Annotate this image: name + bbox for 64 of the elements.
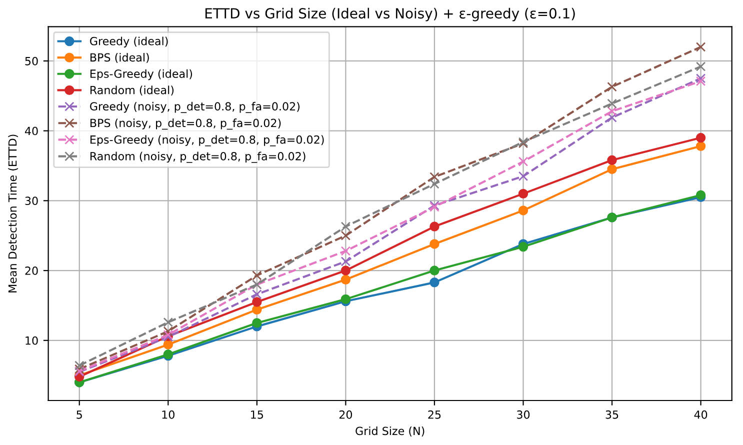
y-tick-label: 10 bbox=[26, 336, 38, 345]
chart-title: ETTD vs Grid Size (Ideal vs Noisy) + ε-greedy (ε=0.1) bbox=[205, 8, 575, 22]
point bbox=[518, 206, 528, 216]
x-tick-label: 15 bbox=[251, 410, 264, 419]
point bbox=[607, 112, 617, 122]
legend-label: Random (ideal) bbox=[90, 86, 174, 96]
point bbox=[74, 360, 84, 370]
point bbox=[430, 278, 440, 288]
y-tick-label: 40 bbox=[24, 126, 38, 136]
point bbox=[696, 190, 706, 200]
point bbox=[163, 340, 173, 350]
point bbox=[340, 222, 351, 232]
point bbox=[252, 297, 262, 307]
point bbox=[696, 132, 706, 143]
point bbox=[340, 230, 351, 240]
point bbox=[607, 98, 617, 108]
point bbox=[607, 82, 617, 92]
point bbox=[340, 266, 351, 276]
y-axis-title: Mean Detection Time (ETTD) bbox=[8, 134, 18, 292]
point bbox=[430, 172, 440, 182]
point bbox=[340, 256, 351, 266]
point bbox=[430, 179, 440, 189]
point bbox=[518, 188, 528, 199]
point bbox=[340, 246, 351, 256]
x-tick-label: 5 bbox=[76, 410, 82, 419]
legend-label: Eps-Greedy (ideal) bbox=[90, 69, 192, 80]
point bbox=[252, 270, 262, 280]
point bbox=[252, 304, 262, 315]
point bbox=[696, 62, 706, 72]
y-tick-label: 50 bbox=[25, 56, 38, 66]
legend-label: Random (noisy, p_det=0.8, p_fa=0.02) bbox=[90, 152, 306, 163]
legend-label: BPS (ideal) bbox=[90, 53, 149, 63]
legend-label: BPS (noisy, p_det=0.8, p_fa=0.02) bbox=[90, 118, 281, 130]
x-axis-title: Grid Size (N) bbox=[356, 426, 424, 436]
point bbox=[163, 317, 173, 328]
point bbox=[696, 74, 706, 84]
x-tick-label: 40 bbox=[694, 410, 708, 419]
point bbox=[518, 242, 528, 252]
point bbox=[696, 141, 706, 152]
point bbox=[607, 106, 617, 116]
point bbox=[74, 364, 84, 374]
x-tick-label: 20 bbox=[339, 410, 352, 419]
point bbox=[696, 42, 706, 52]
point bbox=[430, 239, 440, 249]
point bbox=[696, 76, 706, 86]
point bbox=[607, 164, 617, 174]
legend-label: Eps-Greedy (noisy, p_det=0.8, p_fa=0.02) bbox=[90, 135, 324, 146]
x-tick-label: 10 bbox=[162, 410, 174, 419]
point bbox=[340, 274, 351, 284]
x-tick-label: 30 bbox=[517, 410, 530, 419]
point bbox=[518, 156, 528, 166]
point bbox=[430, 222, 440, 232]
point bbox=[252, 318, 262, 328]
point bbox=[163, 326, 173, 336]
point bbox=[252, 289, 262, 300]
x-tick-label: 35 bbox=[606, 410, 618, 419]
y-tick-label: 30 bbox=[25, 196, 38, 206]
point bbox=[430, 266, 440, 276]
point bbox=[518, 171, 528, 182]
x-tick-label: 25 bbox=[428, 410, 441, 419]
point bbox=[607, 155, 617, 166]
legend-label: Greedy (noisy, p_det=0.8, p_fa=0.02) bbox=[90, 102, 300, 113]
y-tick-label: 20 bbox=[25, 266, 38, 275]
legend-label: Greedy (ideal) bbox=[90, 36, 168, 48]
